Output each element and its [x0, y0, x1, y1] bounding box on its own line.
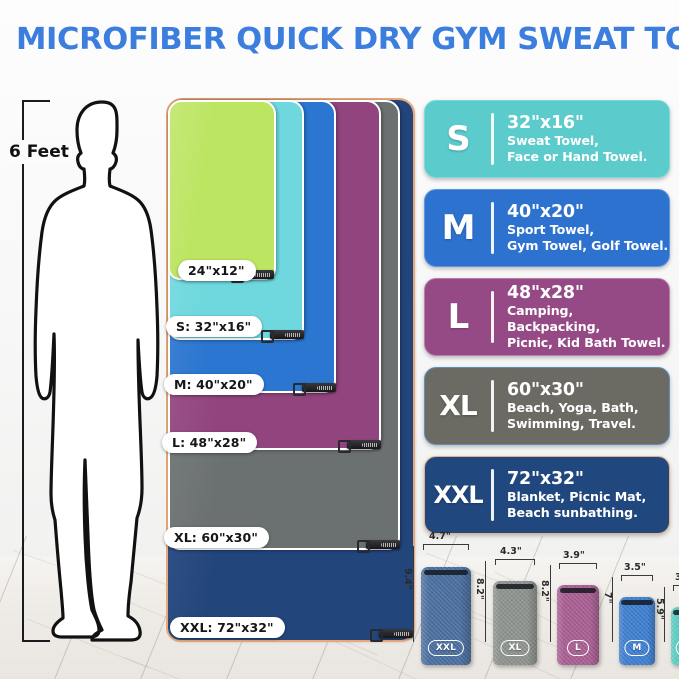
care-tag-m [302, 383, 336, 392]
care-tag-s [270, 330, 304, 339]
infographic-stage: MICROFIBER QUICK DRY GYM SWEAT TOWEL 6 F… [0, 0, 679, 679]
rolled-towel-l-badge: L [567, 640, 589, 656]
size-card-l-letter: L [425, 300, 491, 334]
size-card-s-letter: S [425, 122, 491, 156]
size-card-s[interactable]: S 32"x16" Sweat Towel, Face or Hand Towe… [424, 100, 670, 178]
size-card-s-use-line2: Face or Hand Towel. [507, 149, 647, 165]
size-legend-cards: S 32"x16" Sweat Towel, Face or Hand Towe… [424, 100, 670, 545]
towel-size-stack: 24"x12" S: 32"x16" M: 40"x20" L: 48"x28"… [168, 100, 420, 640]
care-tag-xl [366, 540, 400, 549]
rolled-towel-s-width: 3.1" [675, 572, 679, 583]
size-card-xl-letter: XL [425, 392, 491, 420]
rolled-towel-xxl-badge: XXL [428, 640, 464, 656]
size-card-l-use-line2: Picnic, Kid Bath Towel. [507, 335, 669, 351]
rolled-towel-xl-width: 4.3" [500, 546, 522, 557]
care-tag-loop-xl [357, 540, 370, 553]
rolled-towel-xl: XL [493, 581, 537, 665]
floor-grain [124, 657, 181, 679]
care-tag-loop-xxl [370, 629, 383, 642]
rolled-towel-xxl: XXL [421, 567, 471, 665]
rolled-towel-xxl-height: 9.4" [402, 568, 413, 590]
rolled-towels-row: XXL 4.7" 9.4" XL 4.3" 8.2" L 3.9" 8.2" [405, 530, 679, 679]
stack-label-xxl: XXL: 72"x32" [170, 617, 285, 638]
rolled-towel-xxl-width: 4.7" [429, 531, 451, 542]
size-card-xl-use-line2: Swimming, Travel. [507, 416, 639, 432]
size-card-xl-use-line1: Beach, Yoga, Bath, [507, 400, 639, 416]
size-card-xxl-dimensions: 72"x32" [507, 470, 646, 490]
rolled-towel-xl-height: 8.2" [474, 578, 485, 600]
size-card-xxl-use-line2: Beach sunbathing. [507, 505, 646, 521]
stack-label-s: S: 32"x16" [166, 316, 262, 337]
size-card-l-use-line1: Camping, Backpacking, [507, 303, 669, 334]
care-tag-loop-l [338, 440, 351, 453]
size-card-xl[interactable]: XL 60"x30" Beach, Yoga, Bath, Swimming, … [424, 367, 670, 445]
stack-label-mini: 24"x12" [178, 260, 256, 281]
size-card-l[interactable]: L 48"x28" Camping, Backpacking, Picnic, … [424, 278, 670, 356]
care-tag-loop-m [293, 383, 306, 396]
size-card-m-use-line1: Sport Towel, [507, 222, 668, 238]
stack-label-l: L: 48"x28" [162, 432, 257, 453]
rolled-towel-m-width: 3.5" [624, 562, 646, 573]
size-card-s-use-line1: Sweat Towel, [507, 133, 647, 149]
rolled-towel-l-width: 3.9" [563, 550, 585, 561]
rolled-towel-s: S [671, 607, 679, 665]
page-title: MICROFIBER QUICK DRY GYM SWEAT TOWEL [16, 22, 679, 57]
rolled-towel-l: L [557, 585, 599, 665]
stack-label-xl: XL: 60"x30" [164, 527, 269, 548]
size-card-xxl[interactable]: XXL 72"x32" Blanket, Picnic Mat, Beach s… [424, 456, 670, 534]
size-card-xxl-use-line1: Blanket, Picnic Mat, [507, 489, 646, 505]
stack-layer-mini [168, 100, 276, 280]
rolled-towel-m-height: 7" [602, 592, 613, 604]
size-card-xl-dimensions: 60"x30" [507, 381, 639, 401]
care-tag-l [347, 440, 381, 449]
size-card-xxl-letter: XXL [425, 483, 491, 507]
rolled-towel-l-height: 8.2" [539, 580, 550, 602]
size-card-m[interactable]: M 40"x20" Sport Towel, Gym Towel, Golf T… [424, 189, 670, 267]
size-card-m-use-line2: Gym Towel, Golf Towel. [507, 238, 668, 254]
size-card-s-dimensions: 32"x16" [507, 114, 647, 134]
size-card-m-letter: M [425, 211, 491, 245]
rolled-towel-s-height: 5.9" [654, 598, 665, 620]
size-card-m-dimensions: 40"x20" [507, 203, 668, 223]
size-card-l-dimensions: 48"x28" [507, 284, 669, 304]
stack-label-m: M: 40"x20" [164, 374, 264, 395]
rolled-towel-xl-badge: XL [500, 640, 529, 656]
rolled-towel-m: M [619, 597, 655, 665]
rolled-towel-m-badge: M [624, 640, 649, 656]
human-silhouette-icon [28, 96, 176, 642]
care-tag-loop-s [261, 330, 274, 343]
